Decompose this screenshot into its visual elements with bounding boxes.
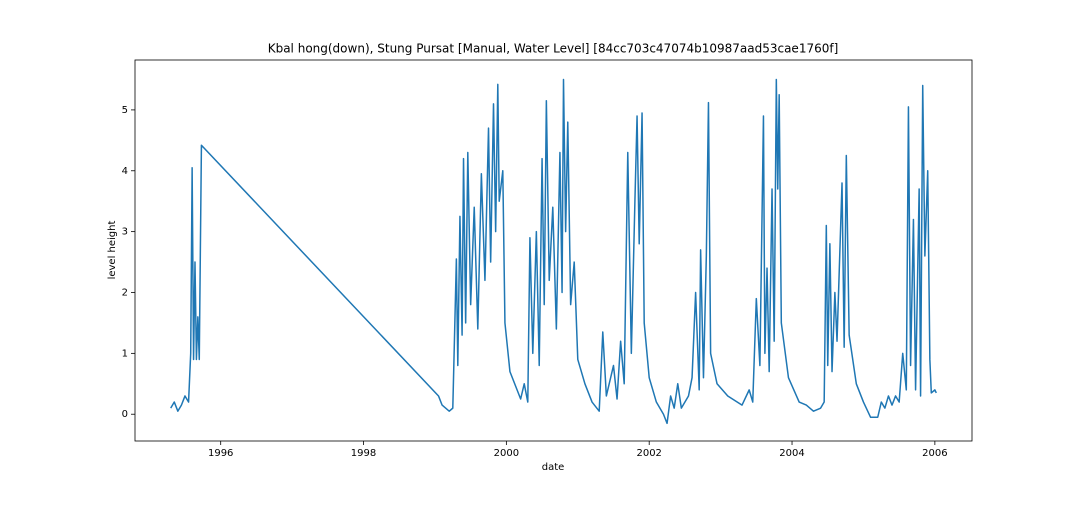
y-tick-label: 0 (122, 409, 128, 420)
y-tick-label: 4 (122, 166, 128, 177)
chart-title: Kbal hong(down), Stung Pursat [Manual, W… (268, 42, 839, 56)
y-axis-label: level height (107, 221, 118, 280)
y-tick-label: 3 (122, 227, 128, 238)
x-tick-label: 1998 (351, 448, 376, 459)
y-tick-label: 1 (122, 348, 128, 359)
x-tick-label: 2002 (636, 448, 661, 459)
data-line (170, 78, 937, 425)
x-tick-label: 2006 (922, 448, 947, 459)
x-tick-label: 1996 (208, 448, 233, 459)
plot-frame (134, 59, 973, 442)
y-tick-label: 5 (122, 105, 128, 116)
x-tick-label: 2004 (779, 448, 804, 459)
x-tick-label: 2000 (494, 448, 519, 459)
x-axis-label: date (542, 462, 565, 473)
y-tick-label: 2 (122, 287, 128, 298)
